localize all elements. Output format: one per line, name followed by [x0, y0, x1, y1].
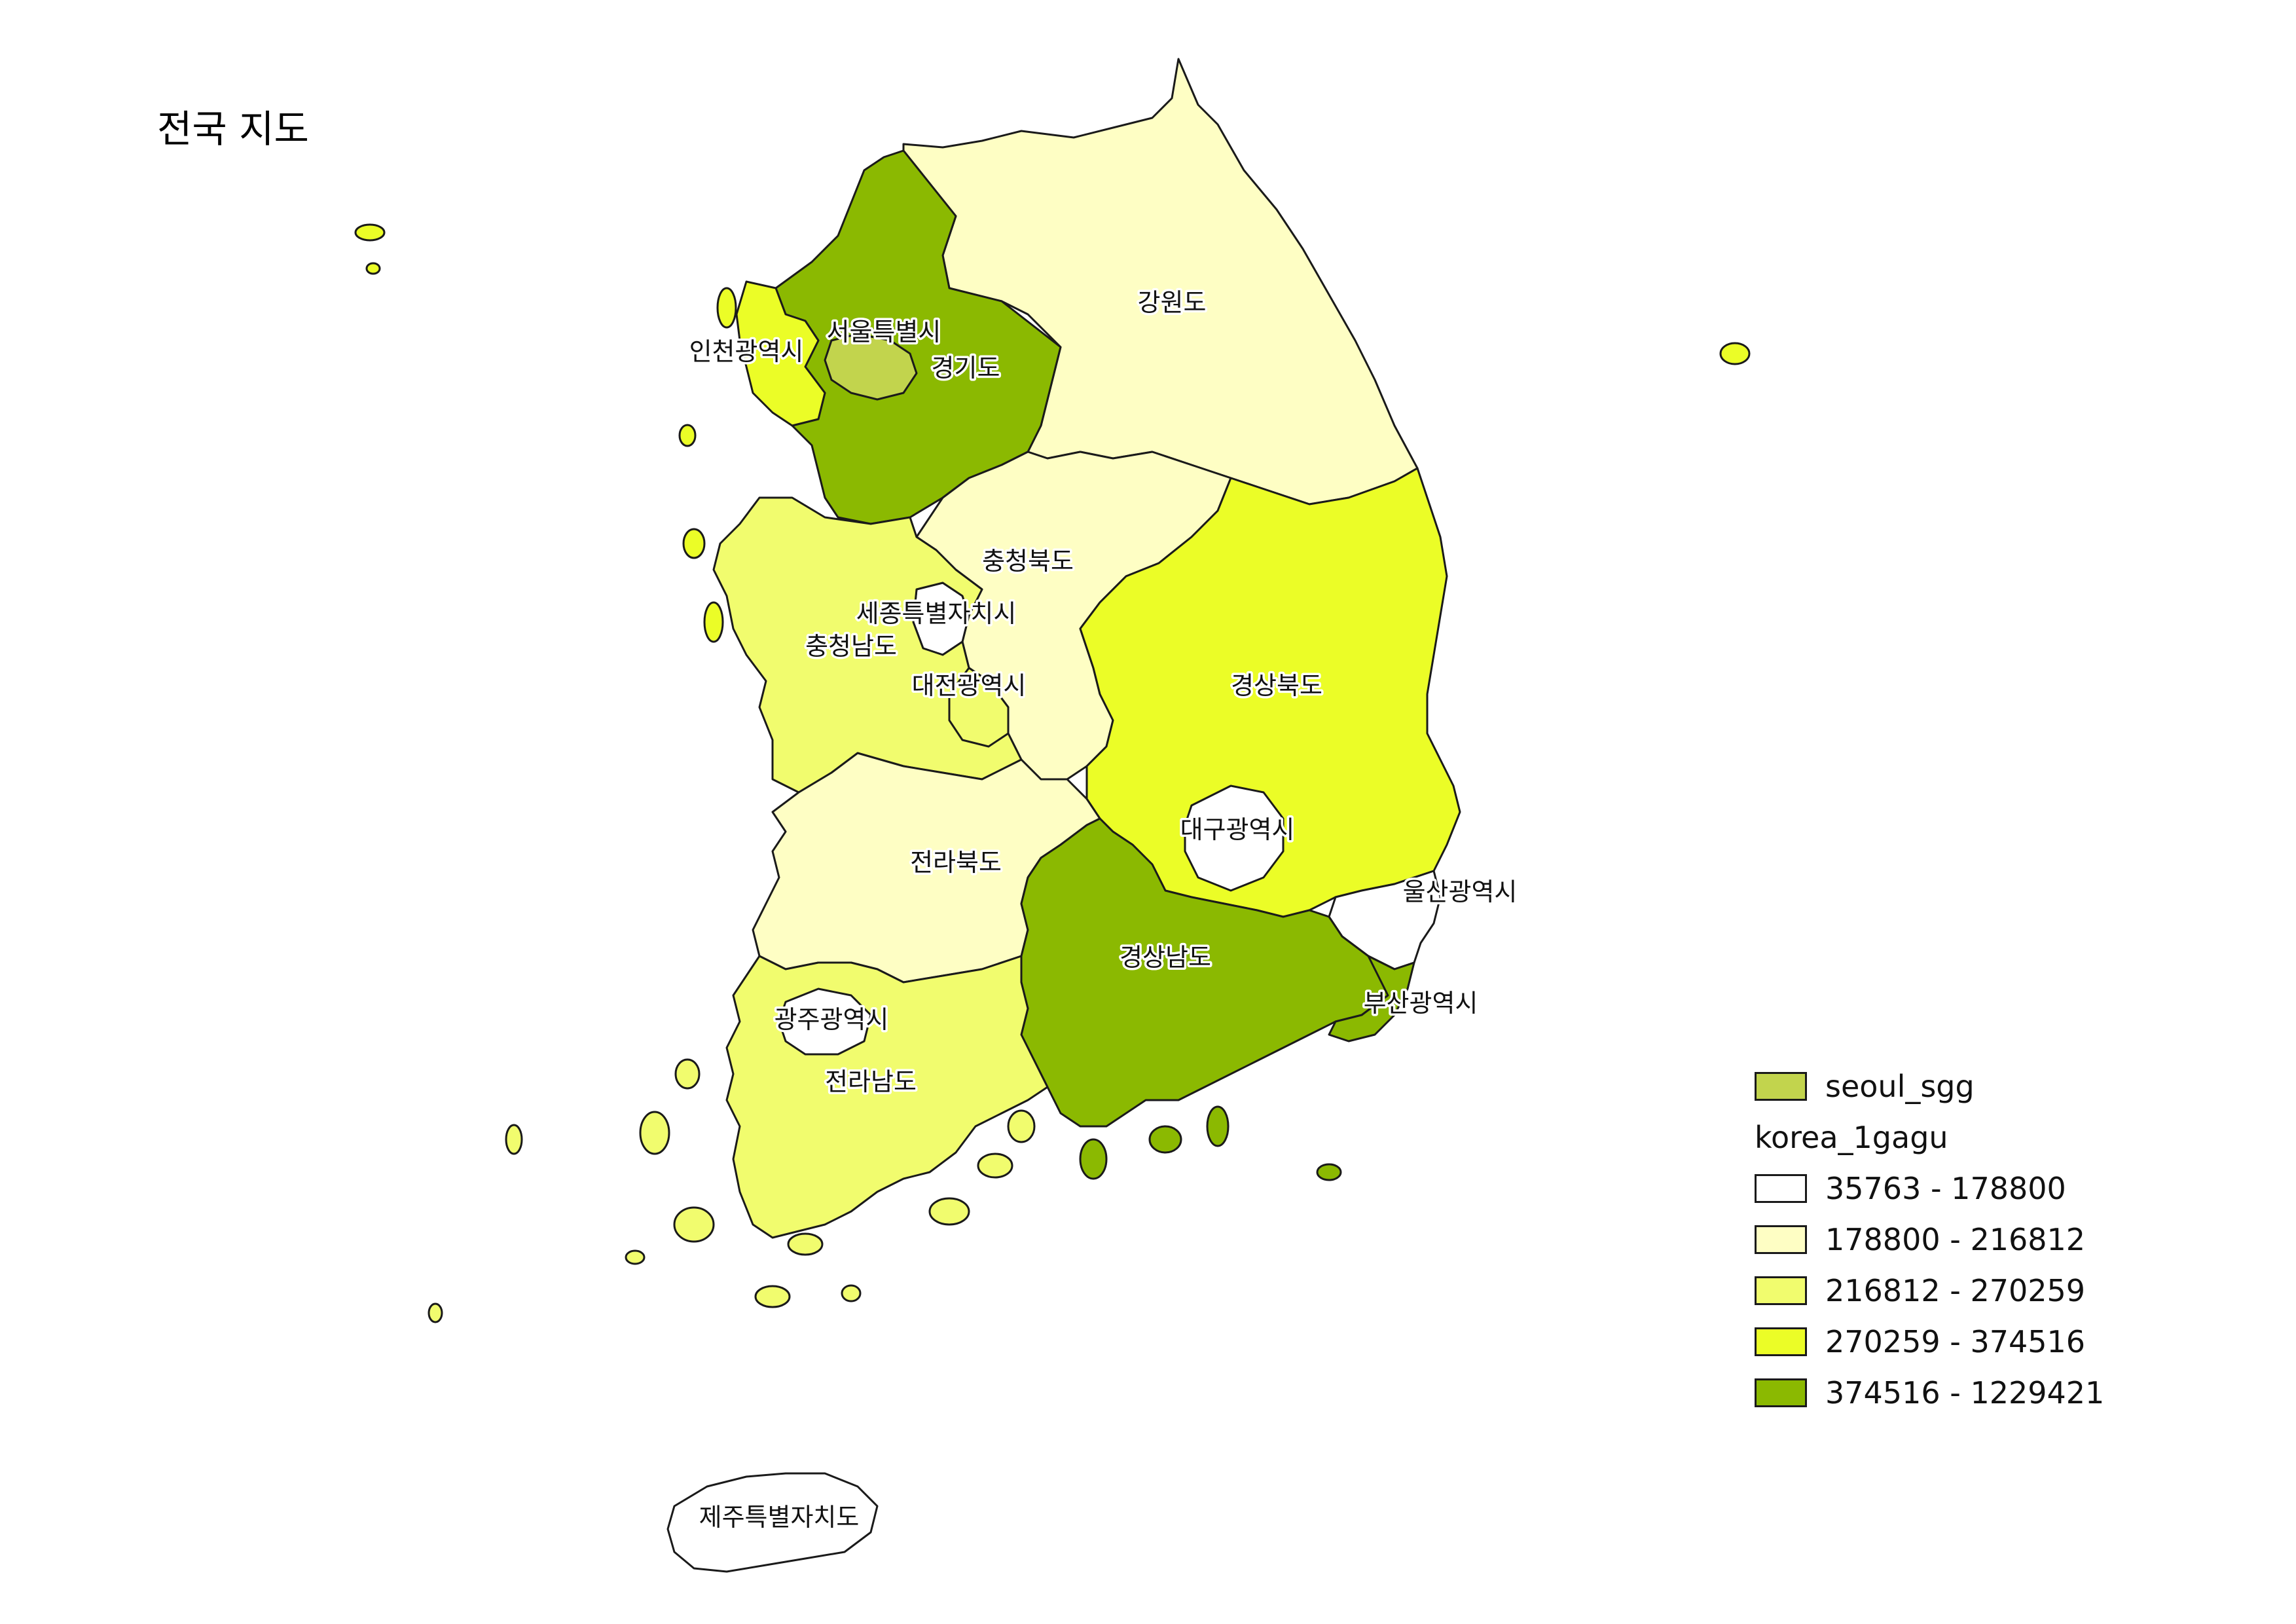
region-jeonnam[interactable] [725, 955, 1049, 1239]
label-incheon: 인천광역시 [689, 337, 804, 366]
legend-row-class-2: 178800 - 216812 [1755, 1214, 2265, 1265]
legend-row-class-3: 216812 - 270259 [1755, 1265, 2265, 1316]
legend-swatch [1755, 1327, 1807, 1356]
label-sejong: 세종특별자치시 [856, 599, 1017, 628]
label-daejeon: 대전광역시 [912, 671, 1027, 700]
legend-swatch [1755, 1072, 1807, 1101]
legend-row-seoul-sgg: seoul_sgg [1755, 1061, 2265, 1112]
legend: seoul_sgg korea_1gagu 35763 - 178800 178… [1755, 1061, 2265, 1418]
legend-swatch [1755, 1378, 1807, 1407]
legend-row-class-4: 270259 - 374516 [1755, 1316, 2265, 1367]
label-gyeongbuk: 경상북도 [1231, 671, 1322, 700]
label-gwangju: 광주광역시 [774, 1005, 889, 1034]
region-daegu[interactable] [1184, 784, 1285, 892]
legend-label: seoul_sgg [1825, 1069, 1975, 1104]
legend-heading: korea_1gagu [1755, 1120, 1948, 1155]
region-labels: 강원도 서울특별시 경기도 인천광역시 충청북도 세종특별자치시 충청남도 대전… [687, 286, 1520, 1534]
map-title: 전국 지도 [157, 107, 309, 151]
region-jeju[interactable] [666, 1472, 879, 1573]
islands [354, 223, 1751, 1323]
label-chungnam: 충청남도 [805, 632, 897, 661]
legend-swatch [1755, 1225, 1807, 1254]
legend-swatch [1755, 1276, 1807, 1305]
legend-label: 374516 - 1229421 [1825, 1375, 2105, 1411]
region-gyeonggi[interactable] [774, 149, 1062, 525]
label-jeonbuk: 전라북도 [910, 848, 1002, 877]
legend-label: 270259 - 374516 [1825, 1324, 2086, 1359]
region-seoul[interactable] [824, 333, 918, 401]
label-chungbuk: 충청북도 [982, 547, 1074, 576]
label-jeju: 제주특별자치도 [699, 1503, 860, 1532]
region-incheon[interactable] [735, 280, 826, 427]
region-busan[interactable] [1328, 955, 1415, 1043]
legend-row-class-1: 35763 - 178800 [1755, 1163, 2265, 1214]
label-busan: 부산광역시 [1364, 989, 1478, 1018]
legend-row-class-5: 374516 - 1229421 [1755, 1367, 2265, 1418]
label-gyeongnam: 경상남도 [1120, 943, 1211, 972]
region-gwangju[interactable] [778, 987, 872, 1056]
legend-label: 178800 - 216812 [1825, 1222, 2086, 1257]
legend-label: 35763 - 178800 [1825, 1171, 2066, 1206]
label-daegu: 대구광역시 [1180, 815, 1295, 844]
legend-swatch [1755, 1174, 1807, 1203]
label-gyeonggi: 경기도 [932, 354, 1000, 382]
region-daejeon[interactable] [948, 667, 1010, 748]
label-seoul: 서울특별시 [827, 318, 941, 346]
label-gangwon: 강원도 [1138, 288, 1207, 317]
legend-label: 216812 - 270259 [1825, 1273, 2086, 1308]
label-jeonnam: 전라남도 [825, 1067, 917, 1096]
label-ulsan: 울산광역시 [1403, 877, 1518, 906]
